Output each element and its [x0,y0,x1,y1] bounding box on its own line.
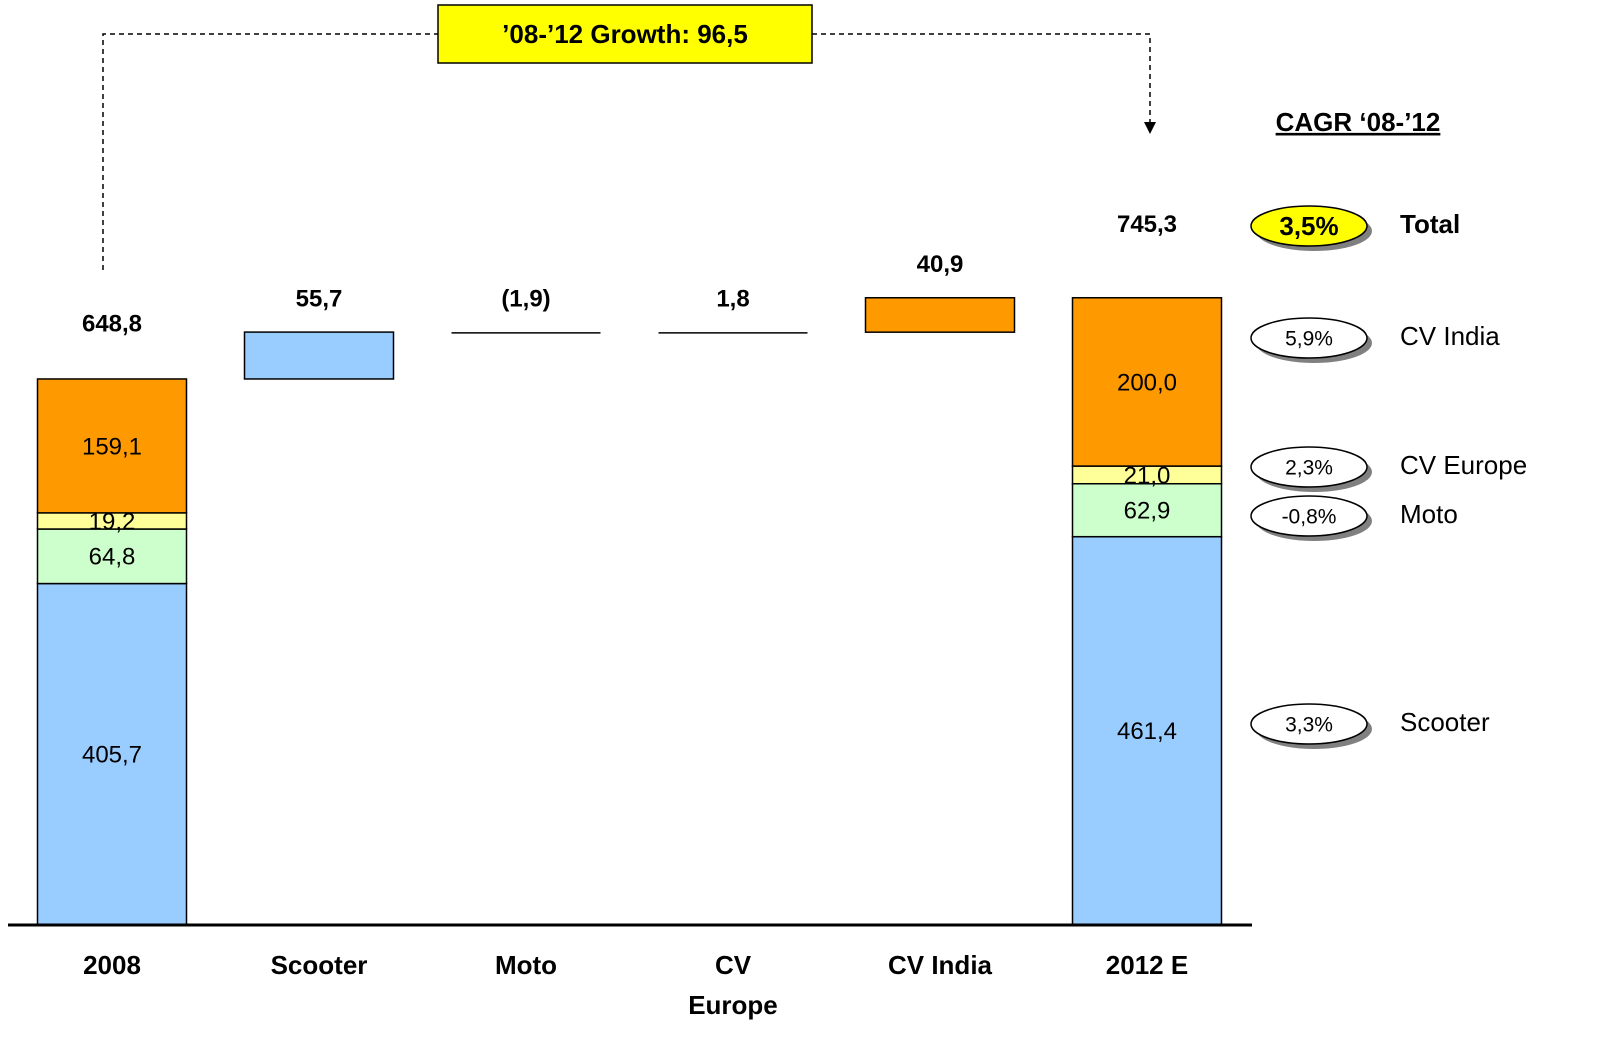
cagr-value: 5,9% [1285,328,1333,351]
total-label: 648,8 [82,310,142,337]
bar-segment [36,582,188,926]
cagr-name: CV India [1400,321,1500,351]
bar-segment [1071,297,1223,467]
delta-label: 1,8 [716,286,749,313]
cagr-value: -0,8% [1282,506,1337,529]
x-tick-label: 2008 [83,950,141,980]
cagr-badge [1250,495,1368,537]
bar-segment [36,378,188,514]
cagr-name: Moto [1400,499,1458,529]
cagr-name: CV Europe [1400,450,1527,480]
cagr-name: Scooter [1400,707,1490,737]
segment-label: 405,7 [82,742,142,769]
x-tick-label: 2012 E [1105,950,1189,980]
x-tick-label: CV India [887,950,992,980]
delta-label: 40,9 [917,251,964,278]
cagr-value: 3,5% [1279,211,1338,241]
growth-annotation: ’08-’12 Growth: 96,5 [502,19,748,49]
delta-label: 55,7 [296,285,343,312]
x-tick-label: Moto [494,950,558,980]
total-label: 745,3 [1117,211,1177,238]
cagr-badge [1250,205,1368,247]
segment-label: 62,9 [1124,498,1171,525]
x-tick-label: Scooter [270,950,368,980]
cagr-badge [1250,703,1368,745]
cagr-value: 3,3% [1285,714,1333,737]
growth-connector [102,33,438,270]
cagr-name: Total [1400,209,1460,239]
bar-segment [1071,535,1223,926]
growth-connector [812,33,1151,122]
delta-bar [243,331,395,380]
segment-label: 200,0 [1117,369,1177,396]
cagr-badge [1250,446,1368,488]
cagr-value: 2,3% [1285,457,1333,480]
x-tick-label: CV Europe [688,950,778,1020]
cagr-title: CAGR ‘08-’12 [1276,107,1441,137]
arrow-head [1144,122,1156,134]
growth-box [437,4,813,64]
segment-label: 159,1 [82,433,142,460]
delta-label: (1,9) [501,285,550,312]
cagr-badge [1250,317,1368,359]
segment-label: 64,8 [89,544,136,571]
segment-label: 461,4 [1117,718,1177,745]
delta-bar [864,297,1016,333]
